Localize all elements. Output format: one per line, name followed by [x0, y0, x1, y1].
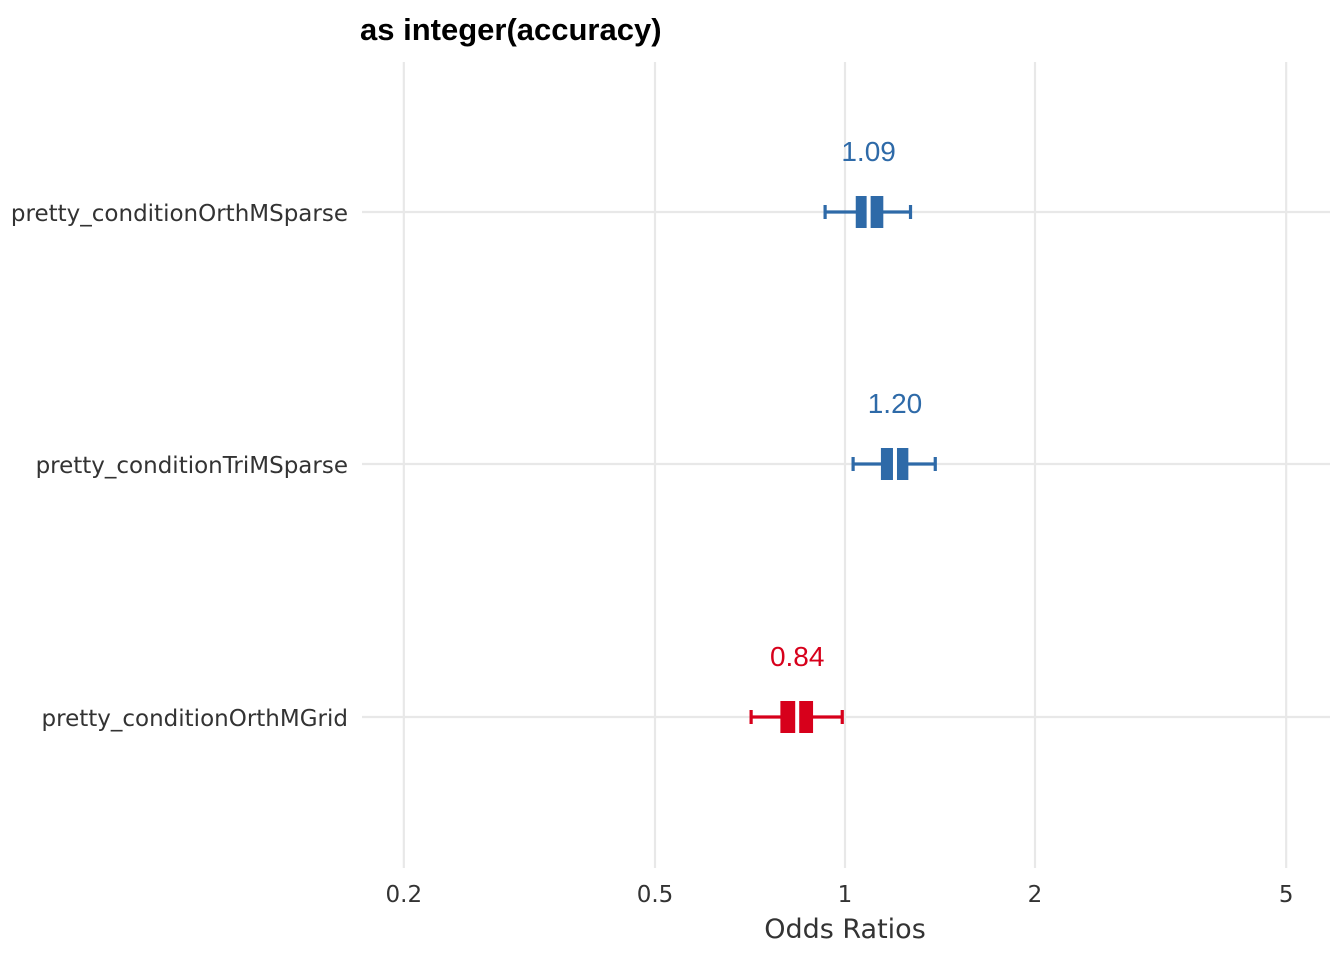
grid-layer — [362, 62, 1330, 868]
marks-layer — [749, 196, 937, 733]
x-tick-label: 1 — [838, 882, 853, 908]
y-tick-label: pretty_conditionTriMSparse — [36, 453, 348, 479]
x-tick-label: 0.5 — [637, 882, 674, 908]
y-tick-label: pretty_conditionOrthMGrid — [42, 706, 348, 732]
estimate-value-label: 1.09 — [841, 136, 896, 167]
x-axis-label: Odds Ratios — [764, 914, 926, 945]
x-tick-label: 2 — [1028, 882, 1043, 908]
x-tick-label: 0.2 — [386, 882, 423, 908]
x-tick-label: 5 — [1279, 882, 1294, 908]
text-layer: as integer(accuracy) Odds Ratios 0.2 0.5 1… — [11, 12, 1294, 945]
estimate-value-label: 0.84 — [770, 641, 825, 672]
y-tick-label: pretty_conditionOrthMSparse — [11, 201, 348, 227]
chart-title: as integer(accuracy) — [360, 12, 662, 47]
estimate-value-label: 1.20 — [868, 388, 923, 419]
